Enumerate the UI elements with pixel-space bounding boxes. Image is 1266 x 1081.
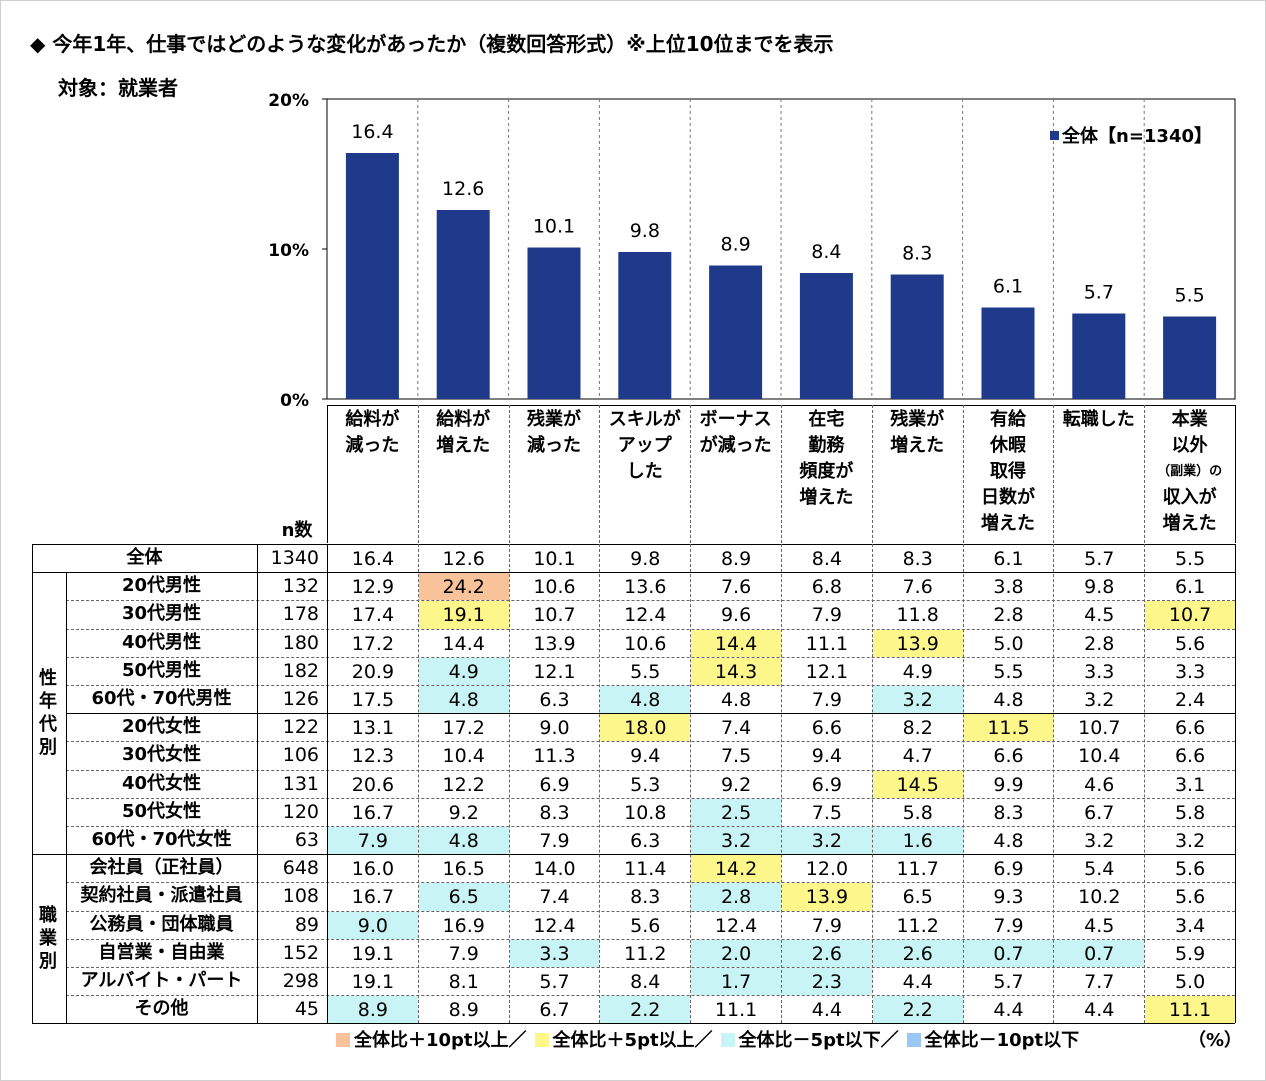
bar-value-label: 8.3 [902, 243, 932, 265]
legend-label: 全体比－5pt以下／ [738, 1030, 899, 1051]
bar [1072, 313, 1126, 399]
bar-value-label: 10.1 [533, 216, 575, 238]
highlight-legend: 全体比＋10pt以上／ 全体比＋5pt以上／ 全体比－5pt以下／ 全体比－10pt以… [328, 1026, 1079, 1052]
figure-subject: 対象：就業者 [58, 76, 178, 100]
bar-value-label: 5.7 [1084, 282, 1114, 304]
bar [709, 265, 763, 399]
legend-swatch [720, 1033, 735, 1047]
bar [618, 252, 672, 399]
y-tick-label: 20% [268, 91, 309, 111]
bar-value-label: 6.1 [993, 276, 1023, 298]
y-tick-label: 10% [268, 241, 309, 261]
legend-swatch [336, 1033, 350, 1047]
bar [799, 273, 853, 399]
unit-label: （%） [1188, 1030, 1243, 1051]
bar [345, 153, 399, 399]
bar [436, 210, 490, 399]
bar [981, 307, 1035, 399]
bar-value-label: 16.4 [351, 121, 393, 143]
legend-label: 全体比＋5pt以上／ [552, 1030, 713, 1051]
bar [1163, 316, 1217, 399]
y-tick-label: 0% [280, 391, 309, 411]
bar-value-label: 5.5 [1174, 285, 1204, 307]
legend-swatch [534, 1033, 549, 1047]
bar-value-label: 9.8 [630, 220, 660, 242]
bar-value-label: 8.9 [720, 234, 750, 256]
bar-value-label: 8.4 [811, 241, 841, 263]
bar [527, 247, 581, 399]
series-legend-label: 全体【n=1340】 [1061, 125, 1212, 147]
series-legend-swatch [1050, 131, 1059, 140]
bar-value-label: 12.6 [442, 178, 484, 200]
figure-title: ◆ 今年1年、仕事ではどのような変化があったか（複数回答形式）※上位10位までを… [30, 32, 834, 56]
legend-label: 全体比－10pt以下 [924, 1030, 1080, 1051]
legend-swatch [906, 1033, 921, 1047]
legend-label: 全体比＋10pt以上／ [354, 1030, 527, 1051]
bar [890, 274, 944, 399]
